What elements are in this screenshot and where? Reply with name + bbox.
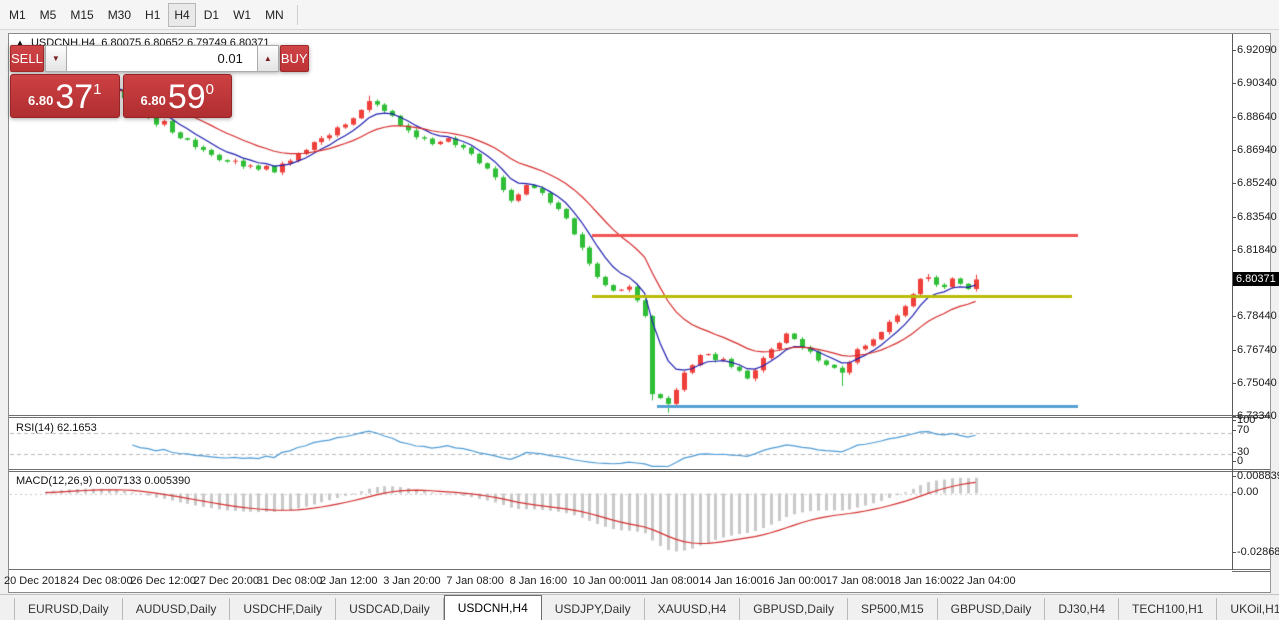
toolbar-separator (296, 4, 298, 25)
time-axis-label: 10 Jan 00:00 (572, 575, 637, 587)
macd-canvas[interactable] (10, 472, 1232, 569)
chart-tab-gbpusd-daily[interactable]: GBPUSD,Daily (740, 598, 848, 620)
time-axis-label: 22 Jan 04:00 (952, 575, 1016, 587)
time-axis-label: 14 Jan 16:00 (699, 575, 763, 587)
chart-tab-usdjpy-daily[interactable]: USDJPY,Daily (542, 598, 645, 620)
price-axis-line (1232, 34, 1233, 570)
timeframe-button-m1[interactable]: M1 (9, 7, 26, 22)
buy-price-box[interactable]: 6.80 59 0 (122, 74, 232, 118)
macd-axis-tick: 0.008839 (1232, 470, 1279, 482)
timeframe-button-m15[interactable]: M15 (70, 7, 94, 22)
chart-tab-gbpusd-daily[interactable]: GBPUSD,Daily (938, 598, 1046, 620)
macd-axis-tick: -0.028683 (1232, 546, 1279, 558)
chart-tab-sp500-m15[interactable]: SP500,M15 (848, 598, 938, 620)
time-axis-label: 24 Dec 08:00 (67, 575, 133, 587)
price-axis-tick: 6.85240 (1232, 177, 1277, 190)
sell-price-big: 37 (55, 78, 94, 116)
chart-tab-tech100-h1[interactable]: TECH100,H1 (1119, 598, 1218, 620)
chart-tab-audusd-daily[interactable]: AUDUSD,Daily (123, 598, 231, 620)
price-axis-tick: 6.78440 (1232, 310, 1277, 323)
macd-axis-tick: 0.00 (1231, 486, 1259, 498)
price-axis-tick: 6.88640 (1232, 110, 1277, 123)
price-axis-tick: 6.76740 (1232, 343, 1277, 356)
timeframe-button-h1[interactable]: H1 (145, 7, 161, 22)
volume-input[interactable] (66, 45, 257, 72)
chart-tab-usdcad-daily[interactable]: USDCAD,Daily (336, 598, 444, 620)
chart-tab-xauusd-h4[interactable]: XAUUSD,H4 (645, 598, 741, 620)
macd-label: MACD(12,26,9) 0.007133 0.005390 (16, 475, 191, 487)
time-axis-label: 7 Jan 08:00 (446, 575, 504, 587)
price-axis-tick: 6.83540 (1232, 210, 1277, 223)
buy-price-sup: 0 (205, 81, 214, 98)
time-axis-label: 31 Dec 08:00 (256, 575, 323, 587)
rsi-axis-tick: 70 (1231, 424, 1250, 436)
price-axis-tick: 6.75040 (1232, 377, 1277, 389)
timeframe-button-w1[interactable]: W1 (233, 7, 252, 22)
timeframe-button-d1[interactable]: D1 (203, 7, 220, 22)
sell-price-sup: 1 (93, 81, 102, 98)
chart-tab-usdchf-daily[interactable]: USDCHF,Daily (230, 598, 337, 620)
buy-button[interactable]: BUY (279, 45, 309, 72)
rsi-canvas[interactable] (10, 419, 1232, 469)
time-axis-label: 8 Jan 16:00 (509, 575, 568, 587)
time-axis-label: 3 Jan 20:00 (383, 575, 441, 587)
rsi-axis-tick: 100 (1231, 414, 1256, 426)
buy-price-big: 59 (167, 78, 206, 116)
chart-tab-ukoil-h1[interactable]: UKOil,H1 (1217, 598, 1279, 620)
timeframe-toolbar: M1 M5 M15 M30 H1 H4 D1 W1 MN (0, 0, 1279, 30)
buy-price-prefix: 6.80 (140, 93, 166, 108)
timeframe-button-m30[interactable]: M30 (107, 7, 132, 22)
price-axis-tick: 6.92090 (1232, 44, 1277, 56)
time-axis-label: 18 Jan 16:00 (888, 575, 953, 587)
sell-price-box[interactable]: 6.80 37 1 (10, 74, 120, 118)
time-axis-label: 26 Dec 12:00 (130, 575, 196, 587)
time-axis[interactable]: 20 Dec 2018 24 Dec 08:00 26 Dec 12:00 27 De… (4, 571, 1232, 592)
chart-tab-eurusd-daily[interactable]: EURUSD,Daily (14, 598, 123, 620)
time-axis-label: 20 Dec 2018 (4, 575, 67, 587)
price-axis-tick: 6.73340 (1232, 410, 1277, 423)
time-axis-label: 2 Jan 12:00 (320, 575, 378, 587)
timeframe-button-h4[interactable]: H4 (168, 2, 196, 27)
pane-separator-main-rsi[interactable] (9, 415, 1270, 418)
price-axis-tick: 6.86940 (1232, 143, 1277, 156)
price-axis-tick: 6.90340 (1232, 77, 1277, 90)
price-axis-tick: 6.81840 (1232, 243, 1277, 256)
time-axis-label: 16 Jan 00:00 (762, 575, 827, 587)
collapse-triangle-icon[interactable]: ▲ (16, 38, 24, 47)
timeframe-button-m5[interactable]: M5 (39, 7, 57, 22)
chart-tab-dj30-h4[interactable]: DJ30,H4 (1045, 598, 1120, 620)
chart-tab-usdcnh-h4[interactable]: USDCNH,H4 (443, 595, 542, 620)
symbol-tab-bar: EURUSD,Daily AUDUSD,Daily USDCHF,Daily USDC… (0, 594, 1279, 620)
rsi-axis-tick: 0 (1231, 455, 1244, 467)
time-axis-label: 11 Jan 08:00 (636, 575, 699, 587)
sell-price-prefix: 6.80 (28, 93, 54, 108)
timeframe-button-mn[interactable]: MN (265, 7, 284, 22)
rsi-axis-tick: 30 (1231, 446, 1250, 458)
current-price-tag: 6.80371 (1233, 272, 1279, 286)
sell-button[interactable]: SELL (10, 45, 44, 72)
volume-increase-button[interactable]: ▲ (256, 45, 279, 72)
volume-decrease-button[interactable]: ▼ (44, 45, 67, 72)
rsi-label: RSI(14) 62.1653 (16, 422, 97, 434)
volume-stepper: ▼ ▲ (44, 45, 279, 72)
time-axis-label: 17 Jan 08:00 (825, 575, 890, 587)
time-axis-label: 27 Dec 20:00 (193, 575, 260, 587)
pane-separator-rsi-macd[interactable] (9, 469, 1270, 472)
